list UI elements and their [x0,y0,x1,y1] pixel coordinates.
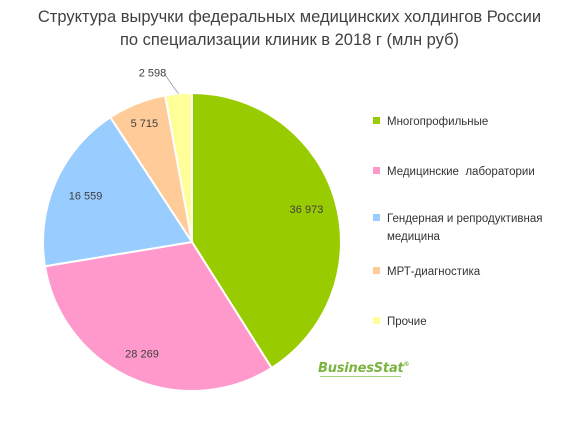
data-label-gender-reproductive: 16 559 [69,190,103,202]
logo-underline [320,376,402,377]
data-label-medical-labs: 28 269 [125,349,159,361]
logo-text: BusinesStat [318,361,404,376]
legend-label-line: Медицинские лаборатории [387,166,535,178]
legend-swatch [373,317,380,324]
legend-label-line: Гендерная и репродуктивная [387,213,543,225]
data-label-multiprofile: 36 973 [290,204,324,216]
chart-title-line-1: Структура выручки федеральных медицински… [37,8,542,26]
chart-title: Структура выручки федеральных медицински… [0,6,579,52]
legend-label: Многопрофильные [387,113,573,131]
legend-label: Гендерная и репродуктивная медицина [387,210,573,246]
legend-swatch [373,214,380,221]
logo-registered-mark: ® [403,361,410,368]
legend-label: Прочие [387,313,573,331]
chart-title-line-2: по специализации клиник в 2018 г (млн ру… [119,31,460,49]
data-label-mri-diagnostics: 5 715 [131,118,159,130]
legend-label-line: Многопрофильные [387,116,489,128]
legend-label-line: МРТ-диагностика [387,266,481,278]
legend-label: МРТ-диагностика [387,263,573,281]
businesstat-logo: BusinesStat® [318,361,410,377]
legend-label: Медицинские лаборатории [387,163,573,181]
slice-other [163,91,193,243]
data-label-other: 2 598 [139,68,167,80]
legend-swatch [373,167,380,174]
slice-gender-reproductive [42,115,194,268]
legend-swatch [373,117,380,124]
legend-label-line: медицина [387,231,440,243]
legend-swatch [373,267,380,274]
legend-label-line: Прочие [387,316,427,328]
leader-line-other [164,73,179,94]
slice-medical-labs [43,240,273,392]
